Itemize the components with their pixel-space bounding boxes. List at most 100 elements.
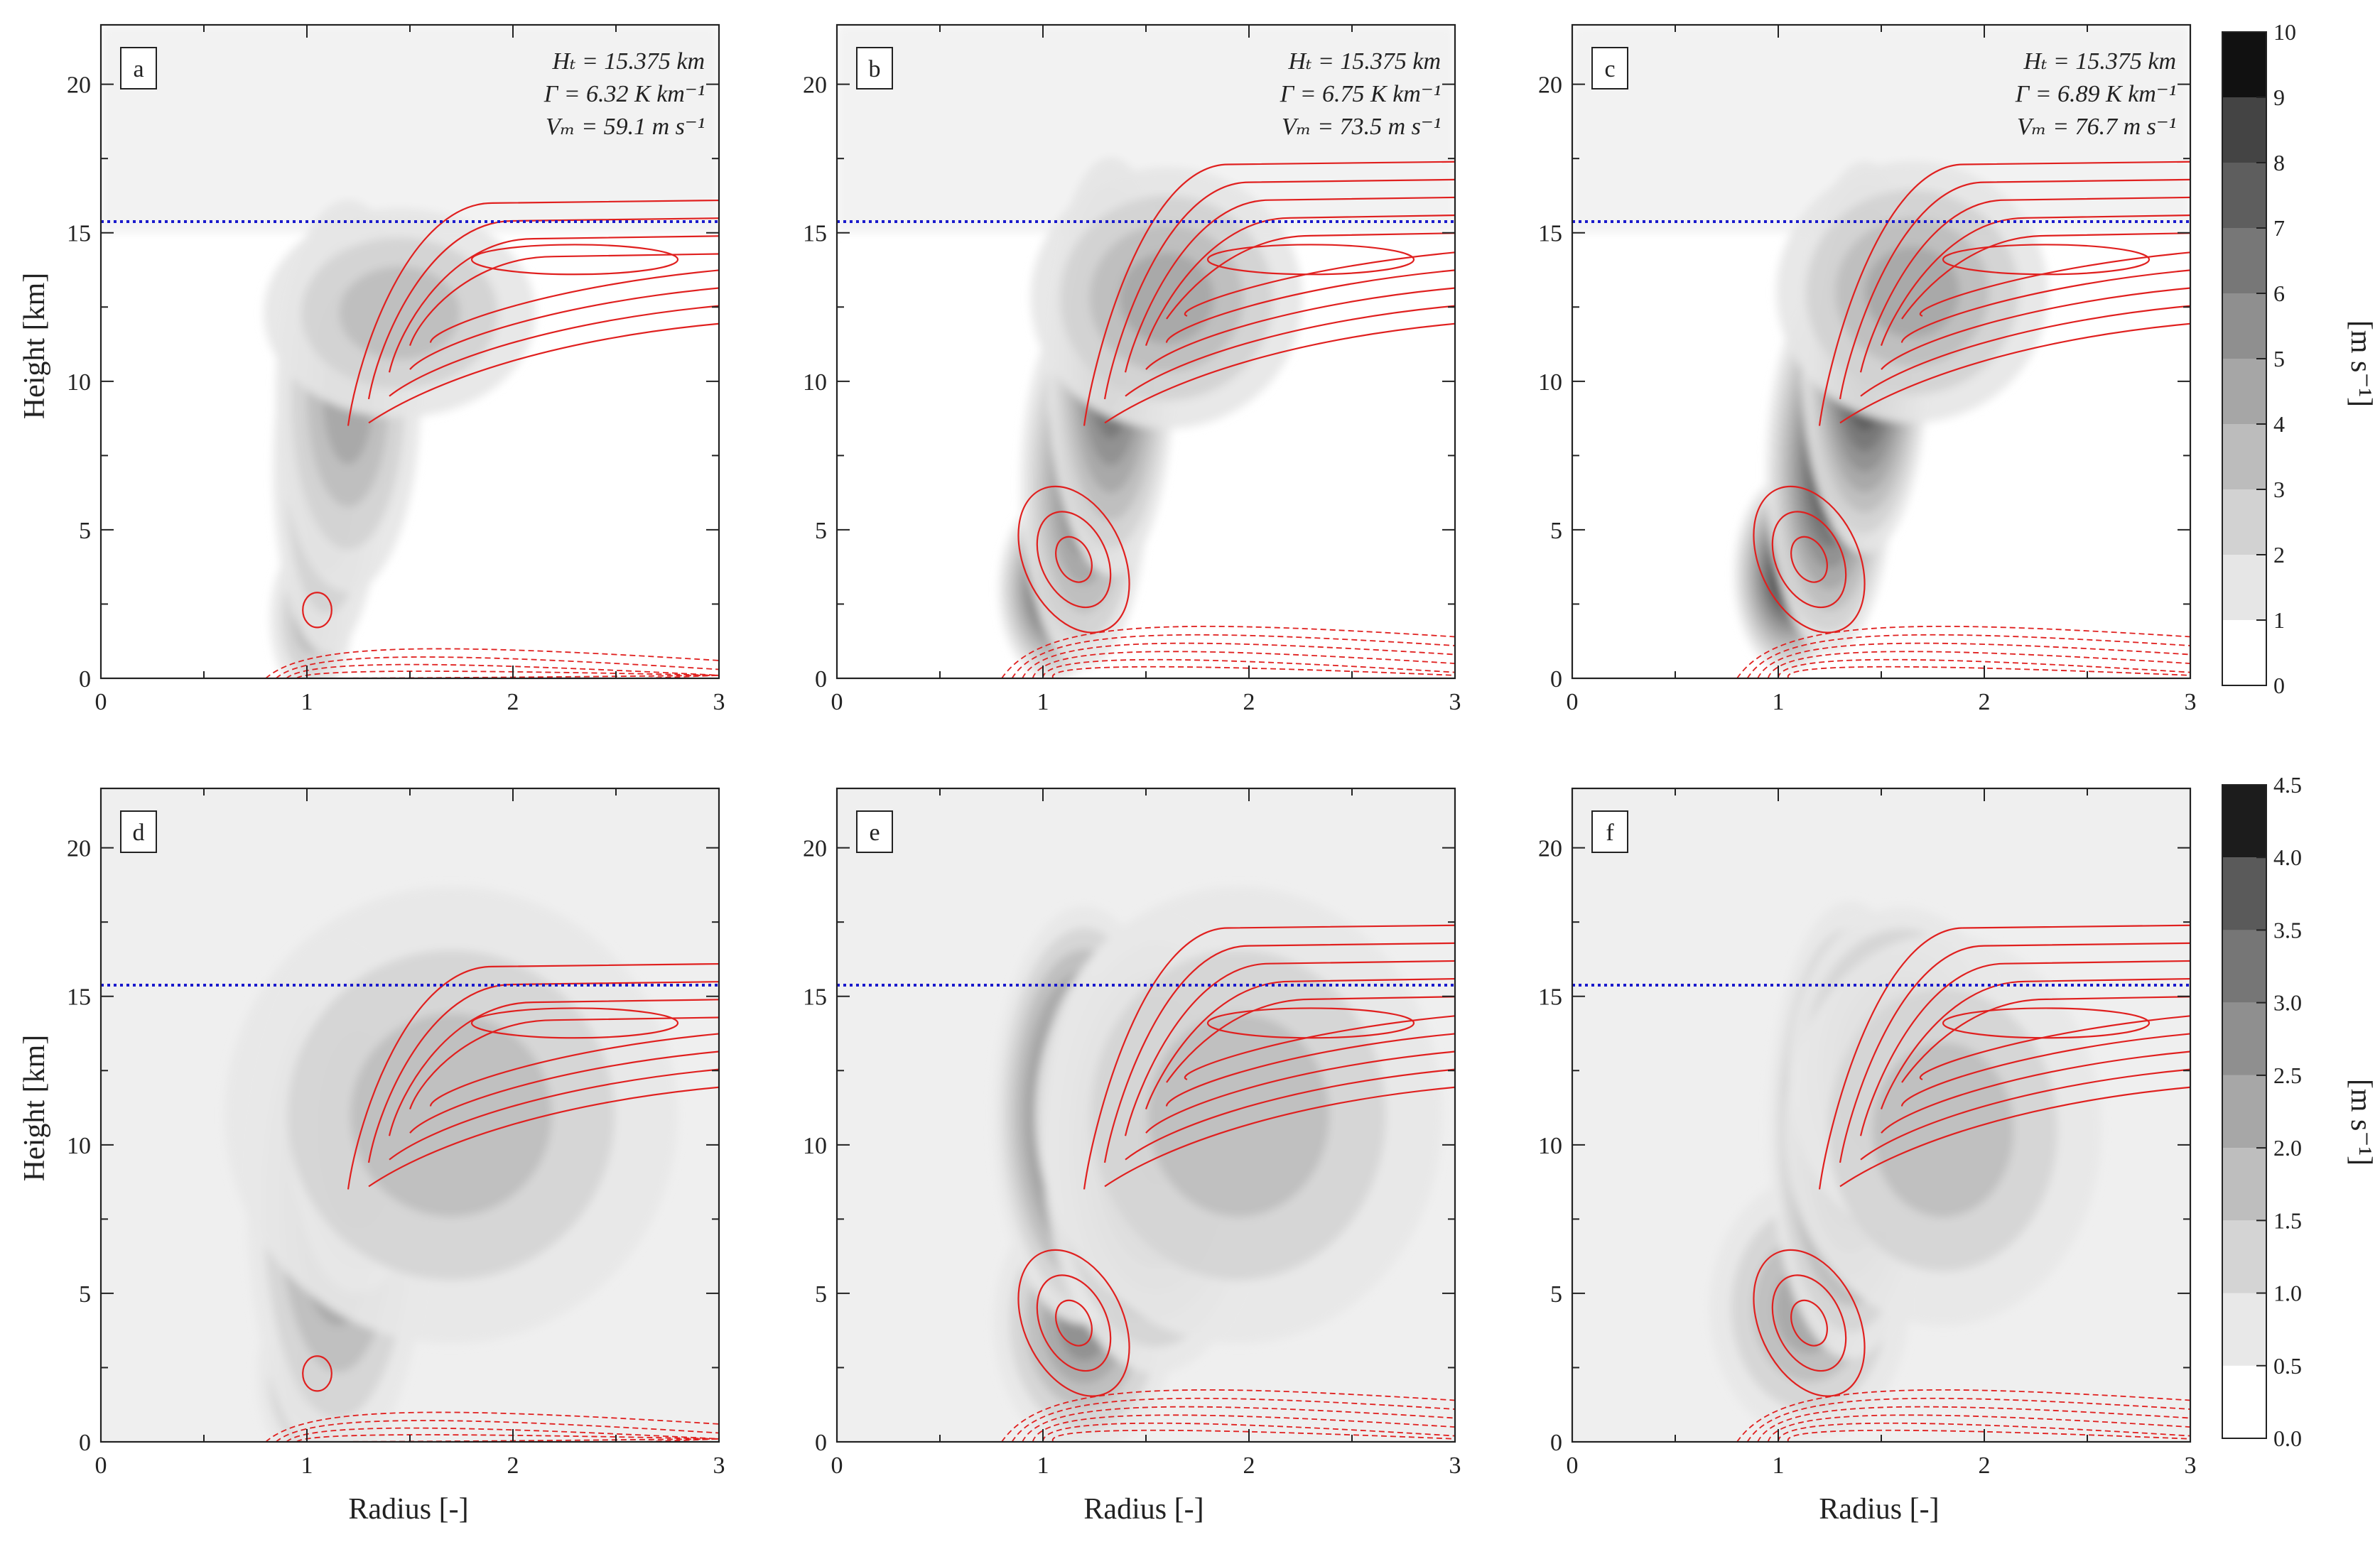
xtick-label: 3 [2185, 1453, 2197, 1479]
ytick-label: 15 [803, 221, 827, 247]
contour-dashed-5 [1051, 666, 1455, 678]
upper-haze [101, 25, 719, 233]
contour-upper-3 [409, 253, 719, 346]
contour-dashed-2 [1757, 1406, 2190, 1442]
panel-label: b [869, 56, 881, 82]
contour-upper-0 [347, 962, 719, 1190]
contour-upper-lower-3 [1165, 269, 1455, 343]
xtick-label: 2 [507, 689, 519, 715]
contour-upper-4 [1901, 232, 2190, 320]
annotation-line-2: Vₘ = 59.1 m s⁻¹ [546, 114, 705, 140]
contour-upper-2 [388, 235, 719, 373]
xtick-label: 3 [1449, 689, 1461, 715]
contour-upper-lower-3 [1900, 269, 2190, 343]
contour-dashed-2 [1022, 642, 1455, 678]
colorbar-tick-label: 0.0 [2273, 1426, 2302, 1451]
xlabel-e: Radius [-] [1083, 1493, 1203, 1526]
xtick-label: 1 [1773, 1453, 1785, 1479]
ytick-label: 0 [79, 1430, 91, 1456]
xtick-label: 1 [1773, 689, 1785, 715]
ytick-label: 10 [803, 369, 827, 396]
contour-upper-lower-0 [368, 1086, 719, 1188]
contour-upper-lower-0 [1839, 322, 2190, 424]
colorbar-tick-label: 2 [2273, 542, 2285, 568]
panel-label: c [1604, 56, 1615, 82]
ylabel-top: Height [km] [18, 273, 51, 419]
contour-upper-lower-2 [1881, 1050, 2190, 1134]
contour-upper-lower-0 [1839, 1086, 2190, 1188]
contour-dashed-0 [1736, 1389, 2190, 1442]
contour-upper-lower-1 [389, 305, 719, 397]
panel-d: 0 1 2 3 0 5 10 15 20 d [67, 787, 725, 1479]
colorbar-tick-label: 8 [2273, 150, 2285, 175]
colorbar-swatch-8 [2222, 97, 2266, 163]
colorbar-tick-label: 6 [2273, 281, 2285, 306]
colorbar-bottom-label: [m s⁻¹] [2344, 1079, 2377, 1166]
colorbar-tick-label: 4 [2273, 411, 2285, 437]
xlabel-d: Radius [-] [348, 1493, 468, 1526]
contour-dashed-1 [275, 656, 719, 678]
colorbar-swatch-3 [2222, 424, 2266, 489]
colorbar-swatch-1 [2222, 555, 2266, 620]
colorbar-swatch-4 [2222, 1075, 2266, 1149]
contour-dashed-2 [1022, 1406, 1455, 1442]
ytick-label: 10 [1538, 1133, 1562, 1159]
colorbar-tick-label: 3.0 [2273, 990, 2302, 1016]
contour-core [302, 1355, 332, 1392]
colorbar-tick-label: 1.0 [2273, 1281, 2302, 1306]
contour-core-0 [1790, 536, 1828, 583]
contour-dashed-3 [1767, 1414, 2190, 1442]
colorbar-frame [2222, 784, 2267, 1439]
ytick-label: 0 [815, 666, 827, 693]
xtick-label: 3 [713, 1453, 725, 1479]
ytick-label: 15 [803, 984, 827, 1011]
contour-core-0 [1055, 536, 1093, 583]
ytick-label: 5 [815, 518, 827, 544]
panel-label: f [1606, 820, 1614, 846]
colorbar-tick-label: 3 [2273, 477, 2285, 502]
colorbar-tick-label: 2.0 [2273, 1135, 2302, 1161]
annotation-line-1: Γ = 6.89 K km⁻¹ [2015, 81, 2176, 107]
colorbar-swatch-6 [2222, 228, 2266, 293]
contour-upper-2 [1859, 196, 2190, 373]
contour-upper-3 [1145, 977, 1455, 1109]
annotation-line-2: Vₘ = 76.7 m s⁻¹ [2017, 114, 2176, 140]
contour-dashed-1 [1746, 634, 2190, 678]
ytick-label: 20 [1538, 836, 1562, 862]
ytick-label: 20 [67, 836, 91, 862]
contour-dashed-4 [1778, 658, 2190, 678]
xtick-label: 1 [1037, 1453, 1049, 1479]
ytick-label: 10 [67, 1133, 91, 1159]
colorbar-swatch-7 [2222, 857, 2266, 930]
contour-upper-0 [1818, 924, 2190, 1190]
contour-dashed-3 [1032, 1414, 1455, 1442]
contour-core-0 [1790, 1299, 1828, 1347]
colorbar-tick-label: 3.5 [2273, 917, 2302, 943]
contour-dashed-2 [286, 663, 719, 678]
contour-loop [1942, 244, 2151, 276]
contour-dashed-1 [1746, 1397, 2190, 1442]
contour-loop [470, 1007, 679, 1039]
contour-upper-1 [1103, 942, 1455, 1163]
panel-a: 0 1 2 3 0 5 10 15 20 a Hₜ = 15.375 km Γ = 6.32 K km… [67, 23, 725, 715]
contour-dashed-3 [296, 1434, 719, 1442]
contour-dashed-3 [1767, 651, 2190, 678]
ytick-label: 15 [1538, 221, 1562, 247]
xtick-label: 0 [831, 1453, 843, 1479]
contour-upper-lower-1 [1860, 305, 2190, 397]
ytick-label: 20 [803, 836, 827, 862]
contour-upper-lower-1 [1860, 1068, 2190, 1161]
contour-core [302, 592, 332, 629]
ytick-label: 5 [1550, 518, 1562, 544]
contour-core-1 [1036, 511, 1112, 609]
ytick-label: 20 [67, 72, 91, 99]
contour-upper-3 [409, 1016, 719, 1109]
contour-fill-b-3-4 [1119, 252, 1214, 344]
colorbar-swatch-9 [2222, 32, 2266, 97]
contour-upper-2 [388, 999, 719, 1136]
contour-core-2 [1017, 485, 1130, 634]
contour-core-1 [1771, 1274, 1847, 1372]
colorbar-tick-label: 5 [2273, 346, 2285, 371]
contour-loop [1942, 1007, 2151, 1039]
